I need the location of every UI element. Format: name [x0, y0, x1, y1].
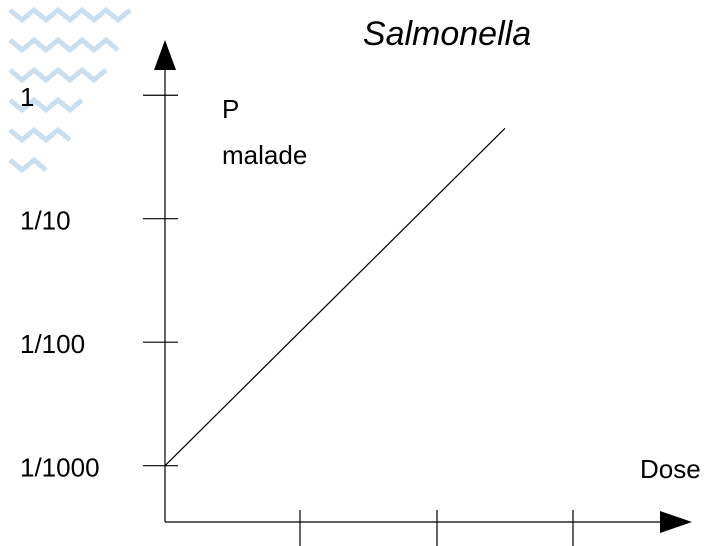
y-tick-label: 1 — [20, 82, 34, 112]
data-line — [164, 127, 506, 467]
y-tick-label: 1/1000 — [20, 453, 100, 483]
y-axis-label: P — [222, 94, 239, 124]
y-axis-arrow — [154, 40, 176, 70]
y-axis-label: malade — [222, 140, 307, 170]
chart-title: Salmonella — [363, 15, 531, 53]
y-tick-label: 1/10 — [20, 206, 71, 236]
x-axis-label: Dose — [640, 454, 701, 484]
y-tick-label: 1/100 — [20, 329, 85, 359]
x-axis-arrow — [660, 511, 692, 533]
decoration — [8, 6, 132, 174]
axes — [164, 68, 662, 546]
